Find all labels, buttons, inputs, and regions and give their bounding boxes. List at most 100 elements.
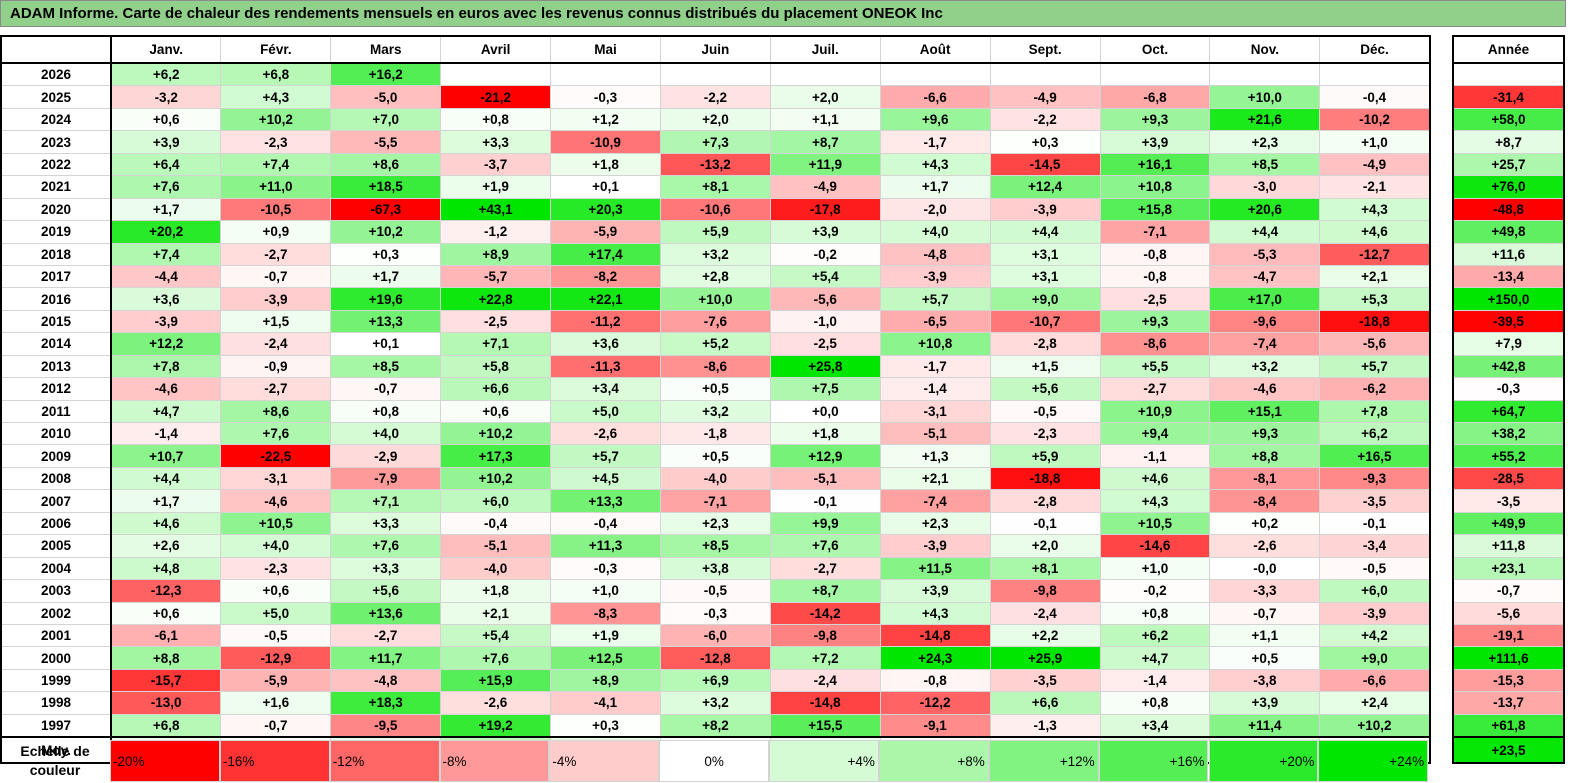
heat-cell: -0,1 (769, 489, 881, 513)
heat-cell: +5,9 (659, 220, 771, 244)
heat-cell: +24,3 (879, 646, 991, 670)
heat-cell: +7,4 (220, 152, 332, 177)
heat-cell: +0,5 (1209, 646, 1321, 670)
heat-cell: -2,7 (769, 556, 881, 581)
heat-cell: -5,3 (1209, 242, 1321, 266)
heat-cell: -17,8 (769, 197, 881, 222)
heat-cell: +16,1 (1099, 152, 1211, 177)
heat-cell: -10,7 (989, 309, 1101, 334)
heat-cell: +5,0 (220, 601, 332, 625)
heat-cell: -4,9 (769, 175, 881, 199)
heat-cell: +3,6 (110, 287, 222, 311)
heat-cell: -7,9 (330, 466, 442, 491)
year-row: 2014 +12,2 -2,4 +0,1 +7,1 +3,6 +5,2 -2,5 +10,8 -2… (0, 332, 1431, 356)
year-label: 2004 (0, 556, 112, 581)
heat-cell: -2,4 (989, 601, 1101, 625)
year-row: 2024 +0,6 +10,2 +7,0 +0,8 +1,2 +2,0 +1,1 +9,6 -2,… (0, 107, 1431, 132)
year-row: 2017 -4,4 -0,7 +1,7 -5,7 -8,2 +2,8 +5,4 -3,9 +3,1… (0, 264, 1431, 289)
year-row: 2023 +3,9 -2,3 -5,5 +3,3 -10,9 +7,3 +8,7 -1,7 +0,… (0, 130, 1431, 154)
color-scale-step: +16% (1098, 740, 1209, 782)
month-header: Sept. (989, 35, 1101, 64)
year-row: 2006 +4,6 +10,5 +3,3 -0,4 -0,4 +2,3 +9,9 +2,3 -0,… (0, 511, 1431, 536)
heat-cell: -3,5 (1319, 489, 1431, 513)
heat-cell: -7,6 (659, 309, 771, 334)
heat-cell: +2,3 (879, 511, 991, 536)
heat-cell: +9,3 (1099, 309, 1211, 334)
heat-cell: -10,5 (220, 197, 332, 222)
heat-cell: +10,2 (330, 220, 442, 244)
heat-cell: -3,7 (440, 152, 552, 177)
year-label: 2023 (0, 130, 112, 154)
heat-cell: -14,8 (879, 623, 991, 648)
heat-cell: -0,3 (550, 85, 661, 109)
annual-row: +150,0 (1452, 287, 1565, 311)
annual-cell: +150,0 (1452, 287, 1565, 311)
heat-cell: +4,6 (1319, 220, 1431, 244)
heat-cell: +1,5 (220, 309, 332, 334)
heat-cell: -11,2 (550, 309, 661, 334)
annual-row: -39,5 (1452, 309, 1565, 334)
heat-cell: -5,9 (550, 220, 661, 244)
heat-cell: -3,1 (220, 466, 332, 491)
heat-cell: +1,8 (440, 579, 552, 603)
heat-cell: +7,6 (440, 646, 552, 670)
monthly-returns-table: Janv. Févr. Mars Avril Mai Juin Juil. Août Sept.… (0, 35, 1431, 765)
heat-cell: +4,3 (1099, 489, 1211, 513)
annual-row: +61,8 (1452, 713, 1565, 738)
heat-cell: +7,5 (769, 377, 881, 401)
heat-cell: -1,7 (879, 354, 991, 379)
annual-cell: +8,7 (1452, 130, 1565, 154)
heat-cell: -3,3 (1209, 579, 1321, 603)
heat-cell: -2,6 (440, 691, 552, 715)
heat-cell: +22,8 (440, 287, 552, 311)
heat-cell: -2,2 (659, 85, 771, 109)
heat-cell: +4,7 (1099, 646, 1211, 670)
heat-cell: +3,1 (989, 264, 1101, 289)
heat-cell: -0,5 (989, 399, 1101, 424)
color-scale-step: +20% (1208, 740, 1319, 782)
heat-cell: +3,2 (1209, 354, 1321, 379)
heat-cell: +4,0 (330, 421, 442, 446)
year-row: 2016 +3,6 -3,9 +19,6 +22,8 +22,1 +10,0 -5,6 +5,7… (0, 287, 1431, 311)
heat-cell: -3,4 (1319, 534, 1431, 558)
annual-cell: +25,7 (1452, 152, 1565, 177)
annual-row (1452, 62, 1565, 87)
year-label: 2008 (0, 466, 112, 491)
heat-cell: +9,3 (1099, 107, 1211, 132)
annual-row: -0,7 (1452, 579, 1565, 603)
heat-cell: +2,1 (440, 601, 552, 625)
year-row: 2012 -4,6 -2,7 -0,7 +6,6 +3,4 +0,5 +7,5 -1,4 +5,6… (0, 377, 1431, 401)
heat-cell: -0,7 (220, 713, 332, 738)
heat-cell: -1,3 (989, 713, 1101, 738)
month-header: Janv. (110, 35, 222, 64)
heat-cell: +8,9 (440, 242, 552, 266)
heat-cell: +10,5 (220, 511, 332, 536)
heat-cell: +16,2 (330, 62, 442, 87)
heat-cell (1099, 62, 1211, 87)
heat-cell: -13,2 (659, 152, 771, 177)
heat-cell: +3,3 (440, 130, 552, 154)
year-row: 2002 +0,6 +5,0 +13,6 +2,1 -8,3 -0,3 -14,2 +4,3 -2… (0, 601, 1431, 625)
year-row: 2004 +4,8 -2,3 +3,3 -4,0 -0,3 +3,8 -2,7 +11,5 +8,… (0, 556, 1431, 581)
heat-cell: +3,2 (659, 399, 771, 424)
heat-cell: +10,8 (1099, 175, 1211, 199)
heat-cell: +0,8 (440, 107, 552, 132)
heat-cell: +7,6 (220, 421, 332, 446)
heat-cell: +6,2 (110, 62, 222, 87)
heat-cell: +10,9 (1099, 399, 1211, 424)
year-label: 2000 (0, 646, 112, 670)
color-scale-step: -12% (329, 740, 440, 782)
heat-cell: +12,5 (550, 646, 661, 670)
heat-cell: +2,6 (110, 534, 222, 558)
heat-cell: +4,0 (879, 220, 991, 244)
annual-cell: +111,6 (1452, 646, 1565, 670)
heat-cell: +8,5 (330, 354, 442, 379)
month-header: Mai (550, 35, 661, 64)
heat-cell: +0,8 (1099, 601, 1211, 625)
heat-cell: -0,2 (769, 242, 881, 266)
year-label: 2012 (0, 377, 112, 401)
heat-cell: +10,7 (110, 444, 222, 468)
annual-row: +49,8 (1452, 220, 1565, 244)
color-scale-step: +8% (878, 740, 989, 782)
heat-cell: -4,9 (989, 85, 1101, 109)
